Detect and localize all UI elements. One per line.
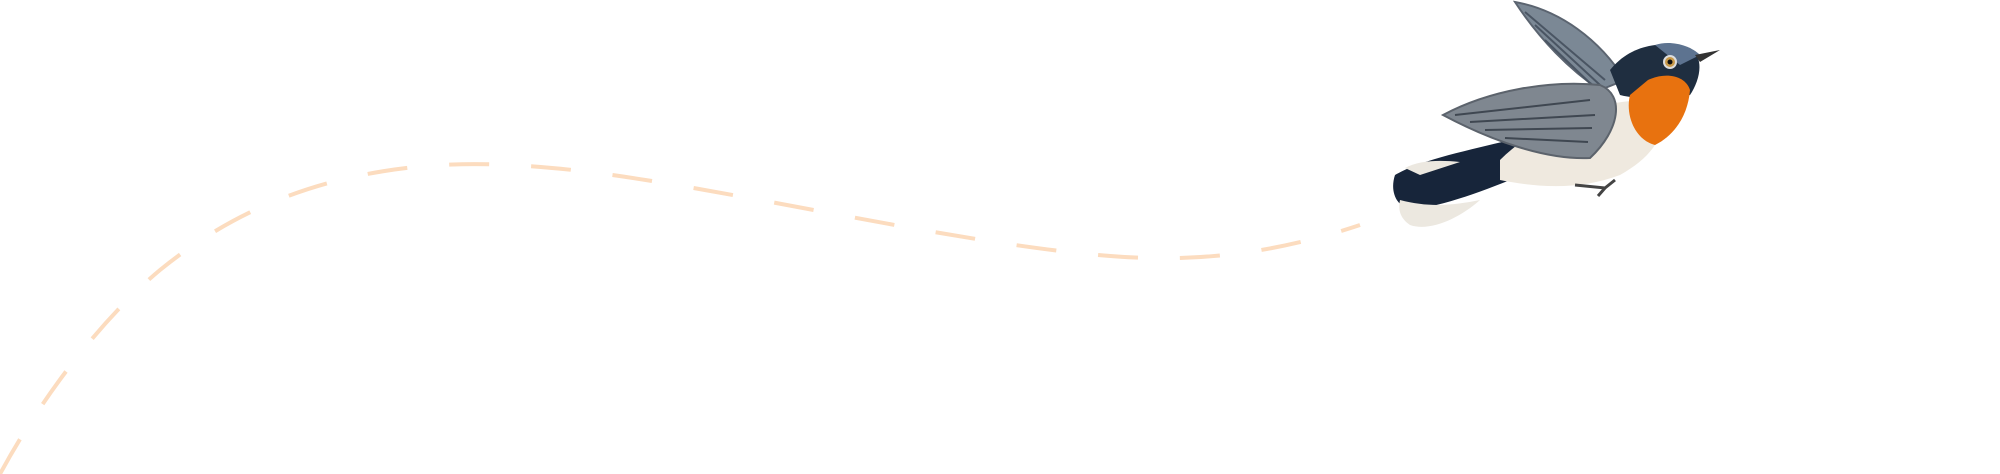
bird-feet	[1574, 178, 1616, 197]
bird-throat	[1628, 75, 1690, 145]
bird-upper-wing	[1512, 0, 1627, 92]
bird-image	[1393, 0, 1720, 227]
dashed-flight-path	[0, 162, 1361, 474]
bird-lower-wing	[1440, 82, 1617, 160]
bird-beak	[1695, 50, 1720, 62]
